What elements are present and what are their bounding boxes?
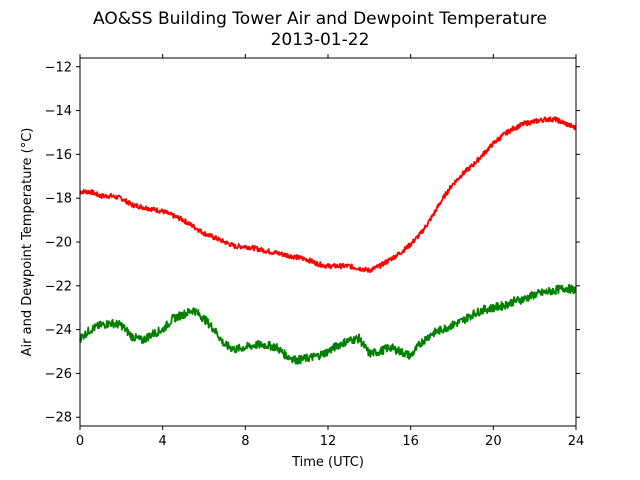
chart-title: AO&SS Building Tower Air and Dewpoint Te… — [93, 9, 547, 29]
x-tick-label-6: 24 — [568, 434, 585, 449]
series-line-1 — [79, 116, 577, 274]
y-tick-label-3: −18 — [45, 192, 72, 207]
series-layer — [79, 116, 577, 365]
x-tick-label-5: 20 — [485, 434, 502, 449]
x-tick-label-4: 16 — [402, 434, 419, 449]
x-axis-label: Time (UTC) — [291, 455, 364, 470]
y-tick-label-5: −22 — [45, 279, 72, 294]
y-tick-label-1: −14 — [45, 104, 72, 119]
y-tick-label-7: −26 — [45, 367, 72, 382]
y-tick-label-0: −12 — [45, 60, 72, 75]
y-axis: −12 −14 −16 −18 −20 −22 −24 −26 −28 — [45, 60, 580, 426]
y-tick-label-8: −28 — [45, 411, 72, 426]
x-axis: 0 4 8 12 16 20 24 — [76, 54, 584, 449]
x-tick-label-2: 8 — [241, 434, 249, 449]
y-axis-label: Air and Dewpoint Temperature (°C) — [20, 128, 35, 357]
x-tick-label-0: 0 — [76, 434, 84, 449]
series-line-2 — [79, 283, 577, 365]
x-tick-label-3: 12 — [320, 434, 337, 449]
y-tick-label-2: −16 — [45, 148, 72, 163]
plot-area — [79, 116, 577, 365]
y-tick-label-6: −24 — [45, 323, 72, 338]
chart-subtitle: 2013-01-22 — [271, 30, 370, 50]
y-tick-label-4: −20 — [45, 236, 72, 251]
x-tick-label-1: 4 — [159, 434, 167, 449]
